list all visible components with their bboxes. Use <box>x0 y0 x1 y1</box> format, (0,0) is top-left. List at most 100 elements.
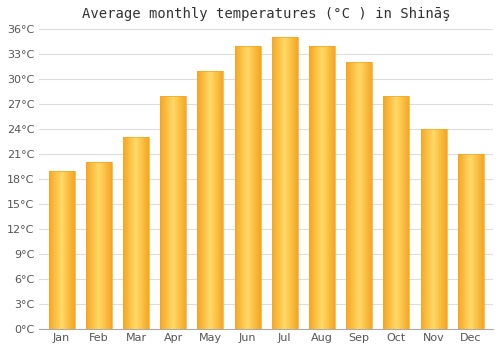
Bar <box>272 37 273 329</box>
Bar <box>205 71 206 329</box>
Bar <box>284 37 285 329</box>
Bar <box>362 62 363 329</box>
Bar <box>315 46 316 329</box>
Bar <box>72 171 74 329</box>
Bar <box>288 37 290 329</box>
Bar <box>313 46 314 329</box>
Bar <box>64 171 65 329</box>
Bar <box>106 162 108 329</box>
Bar <box>250 46 251 329</box>
Bar <box>466 154 467 329</box>
Bar <box>132 137 133 329</box>
Bar <box>66 171 67 329</box>
Bar <box>180 96 181 329</box>
Bar <box>96 162 97 329</box>
Bar <box>311 46 312 329</box>
Bar <box>98 162 99 329</box>
Bar <box>90 162 91 329</box>
Bar <box>467 154 468 329</box>
Bar <box>404 96 405 329</box>
Bar <box>147 137 148 329</box>
Bar <box>65 171 66 329</box>
Bar <box>293 37 294 329</box>
Bar <box>357 62 358 329</box>
Bar <box>142 137 143 329</box>
Bar <box>91 162 92 329</box>
Bar <box>482 154 483 329</box>
Bar <box>123 137 124 329</box>
Bar <box>461 154 462 329</box>
Bar <box>237 46 238 329</box>
Bar <box>160 96 161 329</box>
Bar <box>249 46 250 329</box>
Bar <box>215 71 216 329</box>
Bar <box>352 62 354 329</box>
Bar <box>479 154 480 329</box>
Bar <box>254 46 256 329</box>
Bar <box>244 46 245 329</box>
Bar <box>176 96 177 329</box>
Bar <box>61 171 62 329</box>
Bar <box>214 71 215 329</box>
Bar <box>87 162 88 329</box>
Bar <box>273 37 274 329</box>
Bar <box>68 171 69 329</box>
Bar <box>251 46 252 329</box>
Bar <box>134 137 136 329</box>
Bar <box>164 96 166 329</box>
Bar <box>48 171 50 329</box>
Bar <box>283 37 284 329</box>
Bar <box>433 129 434 329</box>
Bar <box>247 46 248 329</box>
Bar <box>426 129 427 329</box>
Bar <box>101 162 102 329</box>
Bar <box>276 37 277 329</box>
Bar <box>363 62 364 329</box>
Bar <box>57 171 58 329</box>
Bar <box>166 96 168 329</box>
Bar <box>204 71 205 329</box>
Bar <box>170 96 171 329</box>
Bar <box>162 96 163 329</box>
Bar <box>136 137 138 329</box>
Bar <box>181 96 182 329</box>
Bar <box>243 46 244 329</box>
Bar <box>348 62 350 329</box>
Bar <box>108 162 109 329</box>
Bar <box>48 171 74 329</box>
Bar <box>393 96 394 329</box>
Bar <box>469 154 470 329</box>
Bar <box>211 71 212 329</box>
Bar <box>143 137 144 329</box>
Bar <box>437 129 438 329</box>
Bar <box>320 46 322 329</box>
Bar <box>94 162 95 329</box>
Bar <box>212 71 213 329</box>
Bar <box>172 96 173 329</box>
Bar <box>220 71 221 329</box>
Bar <box>480 154 481 329</box>
Bar <box>364 62 365 329</box>
Bar <box>86 162 112 329</box>
Bar <box>171 96 172 329</box>
Bar <box>258 46 260 329</box>
Bar <box>125 137 126 329</box>
Bar <box>285 37 286 329</box>
Bar <box>399 96 400 329</box>
Bar <box>292 37 293 329</box>
Bar <box>397 96 398 329</box>
Bar <box>462 154 463 329</box>
Bar <box>97 162 98 329</box>
Bar <box>280 37 281 329</box>
Bar <box>390 96 391 329</box>
Bar <box>59 171 60 329</box>
Bar <box>279 37 280 329</box>
Bar <box>420 129 446 329</box>
Bar <box>329 46 330 329</box>
Bar <box>420 129 421 329</box>
Bar <box>407 96 408 329</box>
Bar <box>234 46 235 329</box>
Bar <box>371 62 372 329</box>
Bar <box>458 154 459 329</box>
Bar <box>350 62 352 329</box>
